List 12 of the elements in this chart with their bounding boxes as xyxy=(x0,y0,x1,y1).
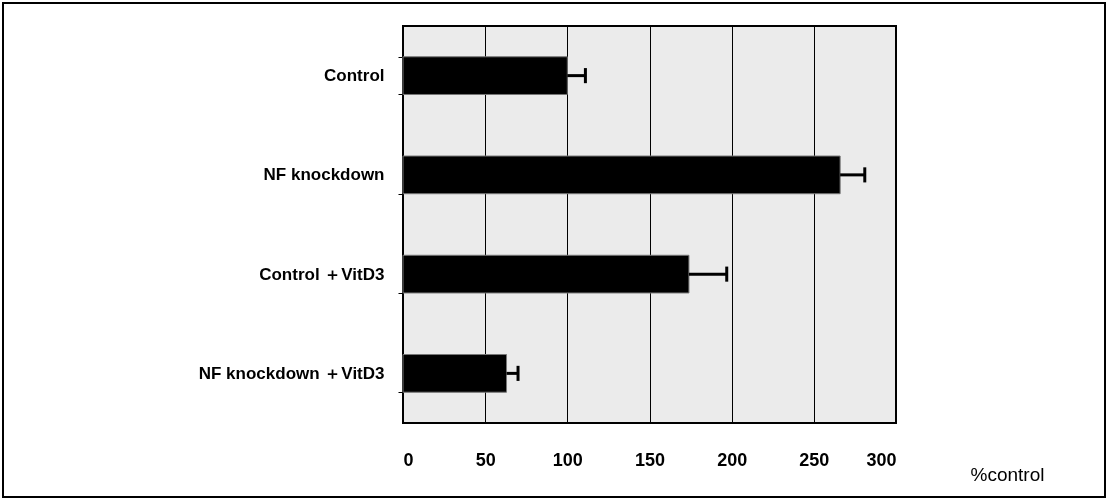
y-tick-label: NF knockdown xyxy=(263,165,385,185)
x-tick-label: 150 xyxy=(634,449,666,470)
y-tick-label: NF knockdown ＋VitD3 xyxy=(198,363,385,383)
y-tick-label: Control xyxy=(324,66,385,86)
x-tick-label: 0 xyxy=(403,449,414,470)
x-axis-title: %control xyxy=(970,463,1045,485)
x-tick-label: 300 xyxy=(866,449,897,470)
x-tick-label: 200 xyxy=(717,449,748,470)
x-tick-label: 250 xyxy=(799,449,830,470)
y-tick-label: Control ＋VitD3 xyxy=(259,264,385,284)
x-tick-label: 50 xyxy=(475,449,496,470)
x-tick-label: 100 xyxy=(552,449,583,470)
